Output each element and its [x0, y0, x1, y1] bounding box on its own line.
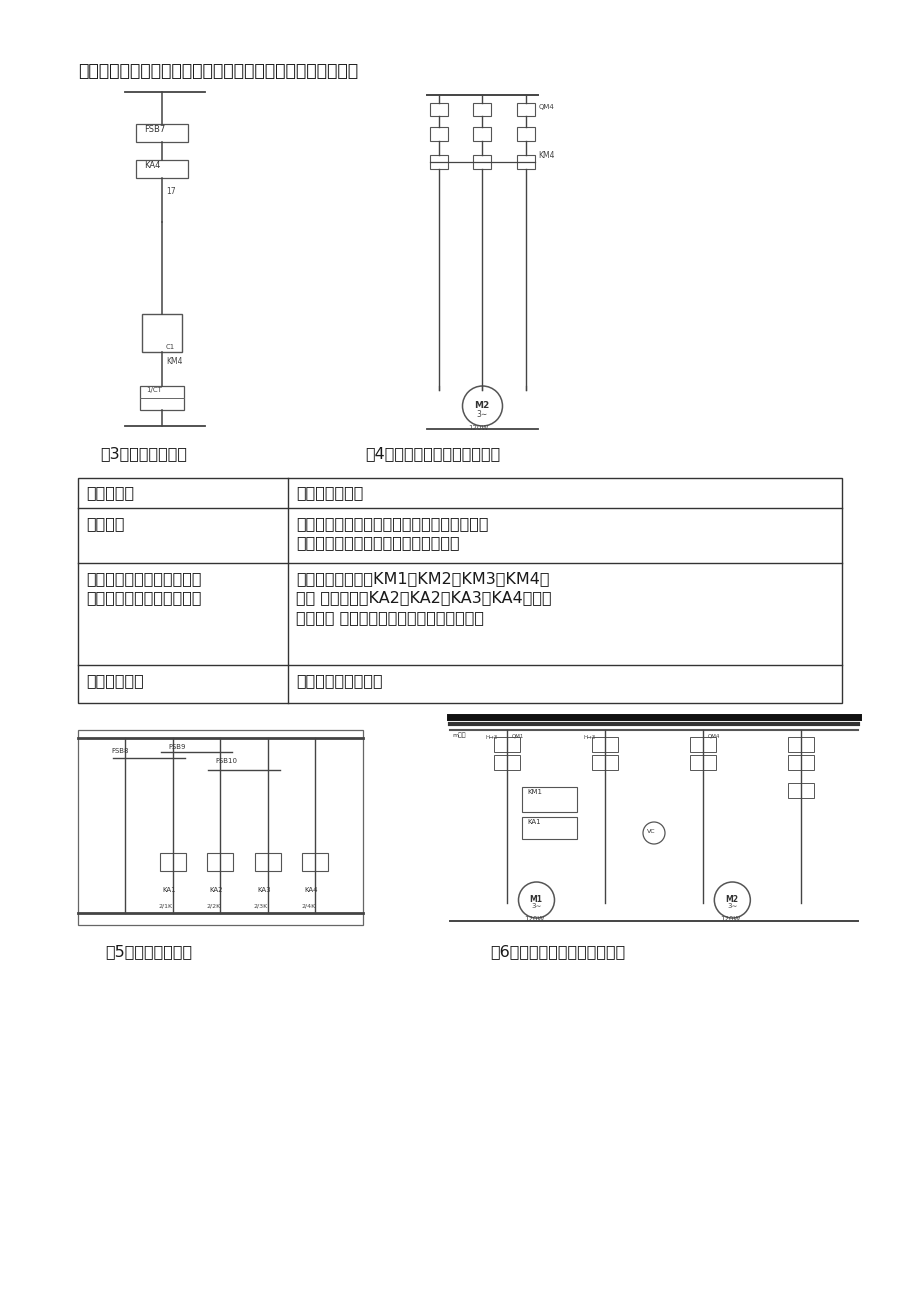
Text: KM4: KM4 [538, 151, 554, 160]
Text: 120W: 120W [468, 424, 488, 431]
Text: 3∼: 3∼ [531, 904, 541, 909]
Text: 触点是否 正常，更换交流接触器或直流继电: 触点是否 正常，更换交流接触器或直流继电 [296, 611, 483, 625]
Text: 图4：故障七还可能出现短路处: 图4：故障七还可能出现短路处 [365, 447, 500, 461]
Text: C1: C1 [165, 344, 175, 350]
Text: QM1: QM1 [512, 734, 524, 740]
Bar [302, 853, 328, 871]
Text: m限位: m限位 [451, 732, 465, 738]
Bar [78, 730, 363, 924]
Text: 图5：故障八试验点: 图5：故障八试验点 [105, 944, 192, 960]
Bar [140, 385, 184, 410]
Text: VC: VC [646, 829, 655, 835]
Text: 检查与主电机、冷却泵电机相关的主线路，控: 检查与主电机、冷却泵电机相关的主线路，控 [296, 516, 488, 531]
Text: 坏，长时间吸合，无法控制: 坏，长时间吸合，无法控制 [85, 591, 201, 605]
Bar [592, 755, 618, 769]
Text: 3∼: 3∼ [727, 904, 737, 909]
Text: 变压器没有电: 变压器没有电 [85, 673, 143, 687]
Text: KA4: KA4 [144, 161, 160, 171]
Bar [494, 755, 519, 769]
Text: FSB7: FSB7 [144, 125, 165, 134]
Text: KA1: KA1 [527, 819, 540, 825]
Bar [142, 314, 182, 352]
Text: 120W: 120W [524, 917, 544, 922]
Text: FSB8: FSB8 [111, 749, 129, 754]
Text: 制线路，信号线路是否存在线路断路。: 制线路，信号线路是否存在线路断路。 [296, 535, 460, 551]
Text: H→3: H→3 [484, 736, 497, 740]
Bar [78, 478, 841, 703]
Bar [429, 155, 448, 169]
Text: H→3: H→3 [583, 736, 595, 740]
Bar [208, 853, 233, 871]
Bar [689, 755, 715, 769]
Text: M1: M1 [529, 894, 542, 904]
Bar [473, 103, 491, 116]
Text: KM4: KM4 [165, 357, 182, 366]
Text: 2/4K: 2/4K [301, 904, 315, 907]
Bar [787, 783, 813, 798]
Bar [592, 737, 618, 753]
Bar [494, 737, 519, 753]
Bar [473, 155, 491, 169]
Text: 图3：故障七试验点: 图3：故障七试验点 [100, 447, 187, 461]
Text: 故障现象八：主轴不能正反转，不能制动，冷却泵不能启动。: 故障现象八：主轴不能正反转，不能制动，冷却泵不能启动。 [78, 62, 357, 79]
Bar [429, 103, 448, 116]
Text: 检查变压器是否好坏: 检查变压器是否好坏 [296, 673, 382, 687]
Bar [787, 737, 813, 753]
Text: M2: M2 [724, 894, 738, 904]
Bar [429, 128, 448, 141]
Bar [136, 124, 187, 142]
Bar [516, 155, 535, 169]
Bar [160, 853, 186, 871]
Bar [521, 786, 576, 812]
Text: 120W: 120W [720, 917, 740, 922]
Text: 排查维修措施：: 排查维修措施： [296, 486, 363, 500]
Text: FSB9: FSB9 [168, 743, 186, 750]
Bar [521, 816, 576, 838]
Text: KA1: KA1 [162, 887, 176, 893]
Bar [516, 128, 535, 141]
Text: QM4: QM4 [538, 104, 553, 109]
Bar [473, 128, 491, 141]
Text: FSB10: FSB10 [215, 758, 237, 764]
Text: 2/1K: 2/1K [159, 904, 173, 907]
Text: 检查交流接触器（KM1，KM2，KM3，KM4）: 检查交流接触器（KM1，KM2，KM3，KM4） [296, 572, 549, 586]
Text: 17: 17 [165, 187, 176, 197]
Text: 图6：故障八还可能出现断路处: 图6：故障八还可能出现断路处 [490, 944, 625, 960]
Text: 2/3K: 2/3K [254, 904, 268, 907]
Text: KA3: KA3 [256, 887, 270, 893]
Text: 交流接触器或直流继电器损: 交流接触器或直流继电器损 [85, 572, 201, 586]
Text: KM1: KM1 [527, 789, 541, 796]
Text: KA4: KA4 [304, 887, 318, 893]
Bar [516, 103, 535, 116]
Text: 2/2K: 2/2K [206, 904, 221, 907]
Bar [255, 853, 280, 871]
Text: M2: M2 [474, 401, 489, 410]
Text: 故障原因：: 故障原因： [85, 486, 134, 500]
Text: KA2: KA2 [210, 887, 222, 893]
Text: 3∼: 3∼ [476, 410, 487, 419]
Bar [787, 755, 813, 769]
Text: 线路断路: 线路断路 [85, 516, 124, 531]
Text: 1/CT: 1/CT [146, 387, 162, 393]
Bar [689, 737, 715, 753]
Text: 或直 流继电器（KA2，KA2，KA3，KA4）及其: 或直 流继电器（KA2，KA2，KA3，KA4）及其 [296, 591, 551, 605]
Text: QM4: QM4 [708, 734, 720, 740]
Bar [136, 160, 187, 178]
